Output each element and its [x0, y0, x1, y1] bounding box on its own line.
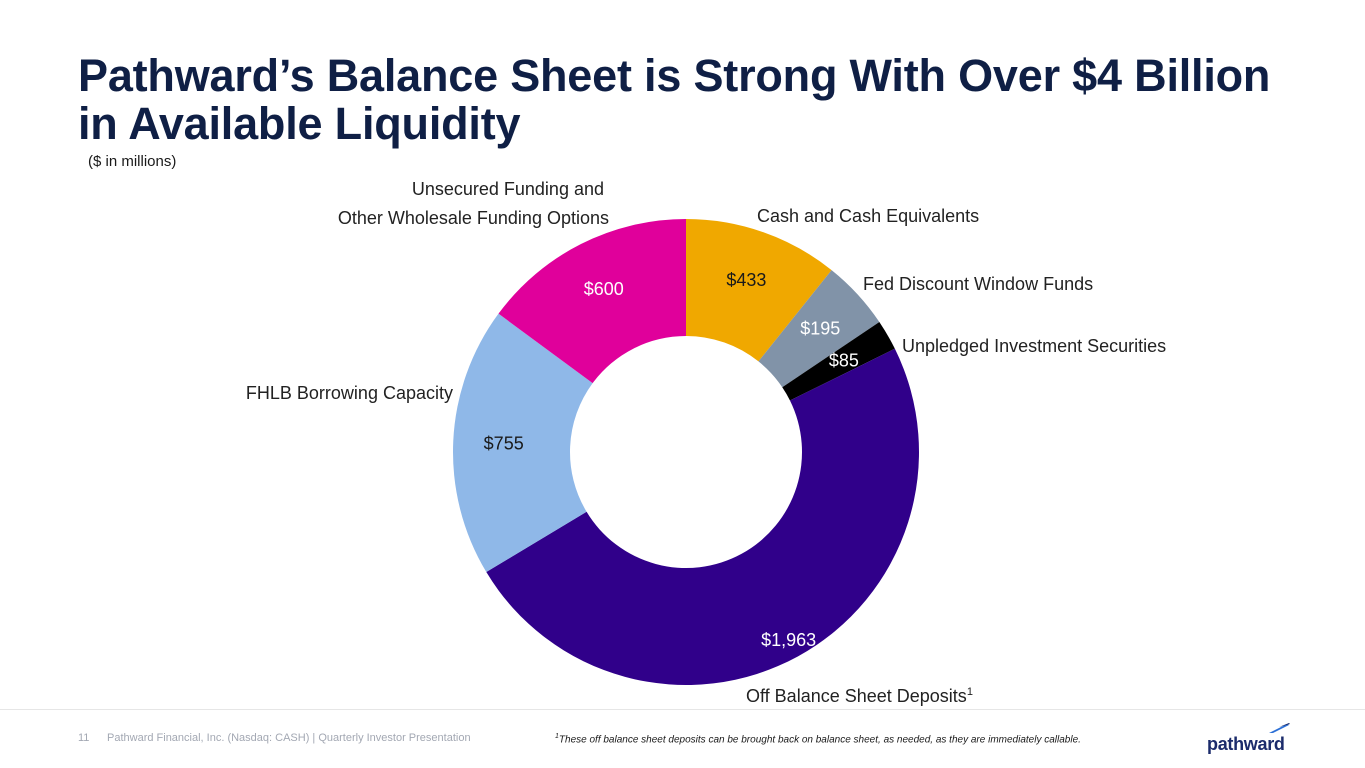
logo-swoosh-icon [1269, 723, 1290, 733]
footer-company-line: Pathward Financial, Inc. (Nasdaq: CASH) … [107, 732, 471, 744]
donut-slice-0 [686, 219, 832, 362]
off-balance-label-text: Off Balance Sheet Deposits [746, 686, 967, 706]
donut-slice-3 [486, 348, 919, 685]
value-label-0: $433 [726, 270, 766, 290]
value-label-3: $1,963 [761, 630, 816, 650]
value-label-5: $600 [584, 279, 624, 299]
category-label-unsecured-line1: Unsecured Funding and [412, 179, 604, 199]
donut-chart: $433 $195 $85 $1,963 $755 $600 Cash and Cash … [246, 179, 1166, 706]
chart-value-labels: $433 $195 $85 $1,963 $755 $600 [484, 270, 859, 650]
donut-slice-5 [498, 219, 686, 384]
footnote-marker: 1 [967, 686, 973, 698]
footnote-text: These off balance sheet deposits can be … [558, 734, 1081, 746]
logo-text: pathward [1207, 734, 1285, 754]
donut-slice-4 [453, 313, 593, 573]
value-label-4: $755 [484, 433, 524, 453]
page-title: Pathward’s Balance Sheet is Strong With … [78, 50, 1271, 149]
pathward-logo: pathward [1207, 722, 1293, 756]
category-label-off-balance-deposits: Off Balance Sheet Deposits1 [746, 686, 973, 706]
category-label-fed-discount: Fed Discount Window Funds [863, 274, 1093, 294]
chart-category-labels: Cash and Cash Equivalents Fed Discount W… [246, 179, 1166, 706]
chart-slices [453, 219, 919, 685]
category-label-cash: Cash and Cash Equivalents [757, 206, 979, 226]
value-label-1: $195 [800, 318, 840, 338]
category-label-unpledged-securities: Unpledged Investment Securities [902, 336, 1166, 356]
category-label-unsecured-line2: Other Wholesale Funding Options [338, 208, 609, 228]
page-number: 11 [78, 732, 90, 744]
donut-slice-2 [782, 321, 895, 401]
footnote: 1These off balance sheet deposits can be… [555, 733, 1081, 745]
value-label-2: $85 [829, 350, 859, 370]
category-label-fhlb: FHLB Borrowing Capacity [246, 383, 453, 403]
units-note: ($ in millions) [88, 153, 177, 170]
footer-divider [0, 709, 1365, 710]
footnote-superscript: 1 [555, 733, 559, 740]
donut-slice-1 [758, 270, 880, 388]
